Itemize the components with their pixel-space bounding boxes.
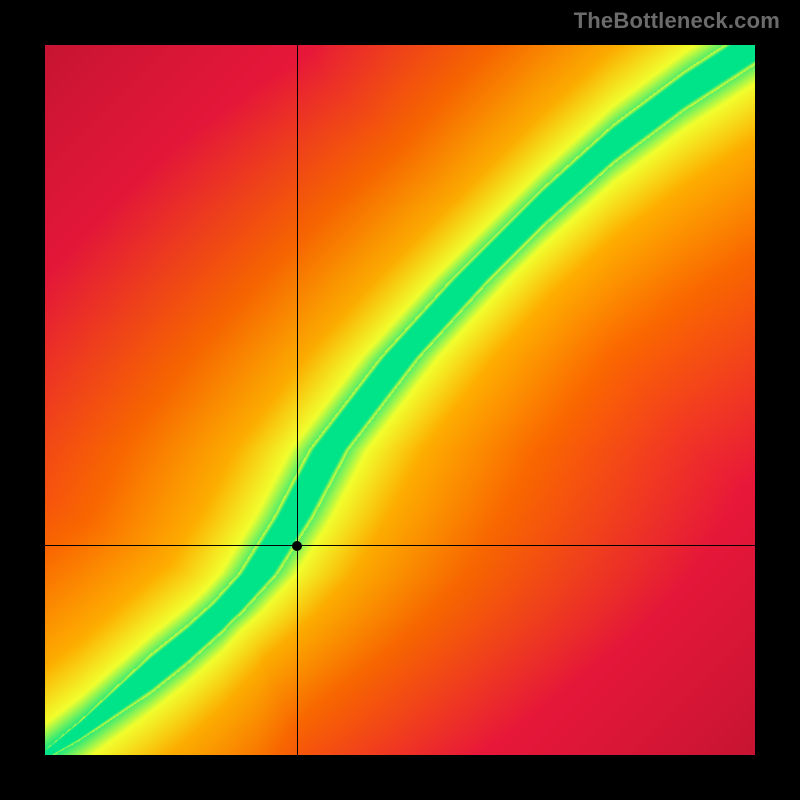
plot-area [45,45,755,755]
bottleneck-heatmap [45,45,755,755]
crosshair-horizontal [45,545,755,546]
watermark-text: TheBottleneck.com [574,8,780,34]
crosshair-vertical [297,45,298,755]
figure-container: TheBottleneck.com [0,0,800,800]
selection-dot[interactable] [292,541,302,551]
